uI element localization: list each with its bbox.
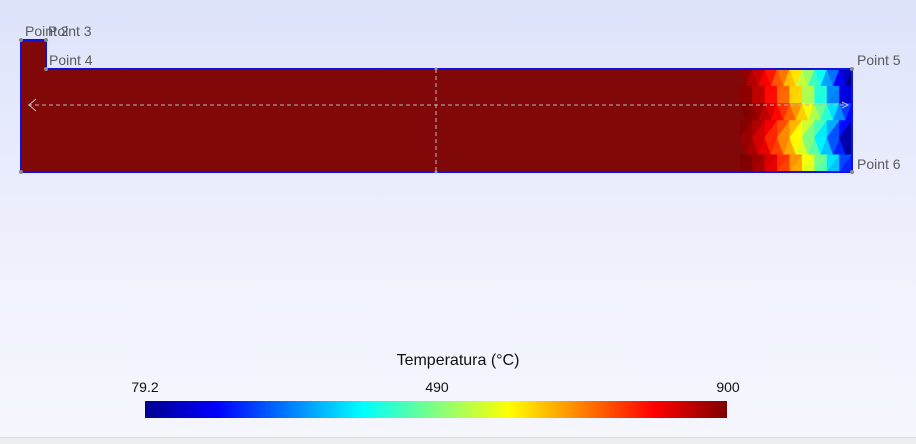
midpoint-marker-bottom xyxy=(434,170,438,174)
vertex-marker-point-1[interactable] xyxy=(19,170,23,174)
vertex-marker-point-4[interactable] xyxy=(44,67,48,71)
point-label-2: Point 2 xyxy=(25,23,69,39)
colorbar-max-label: 900 xyxy=(716,379,740,395)
colorbar-min-label: 79.2 xyxy=(131,379,159,395)
axis-right-arrow-icon xyxy=(841,101,850,109)
vertex-marker-point-5[interactable] xyxy=(850,67,854,71)
colorbar-gradient xyxy=(145,401,727,418)
axis-left-arrow-icon xyxy=(28,98,37,112)
point-label-6: Point 6 xyxy=(857,156,901,172)
bottom-edge-bar xyxy=(0,437,916,444)
colorbar-mid-label: 490 xyxy=(425,379,449,395)
point-label-4: Point 4 xyxy=(49,52,93,68)
colorbar-title: Temperatura (°C) xyxy=(396,352,520,369)
temperature-mesh xyxy=(739,68,853,173)
midpoint-marker-top xyxy=(434,67,438,71)
point-label-3: Point 3 xyxy=(48,23,92,39)
vertex-marker-point-6[interactable] xyxy=(850,170,854,174)
vertex-marker-point-2[interactable] xyxy=(19,38,23,42)
vertex-marker-point-3[interactable] xyxy=(44,38,48,42)
point-label-5: Point 5 xyxy=(857,52,901,68)
